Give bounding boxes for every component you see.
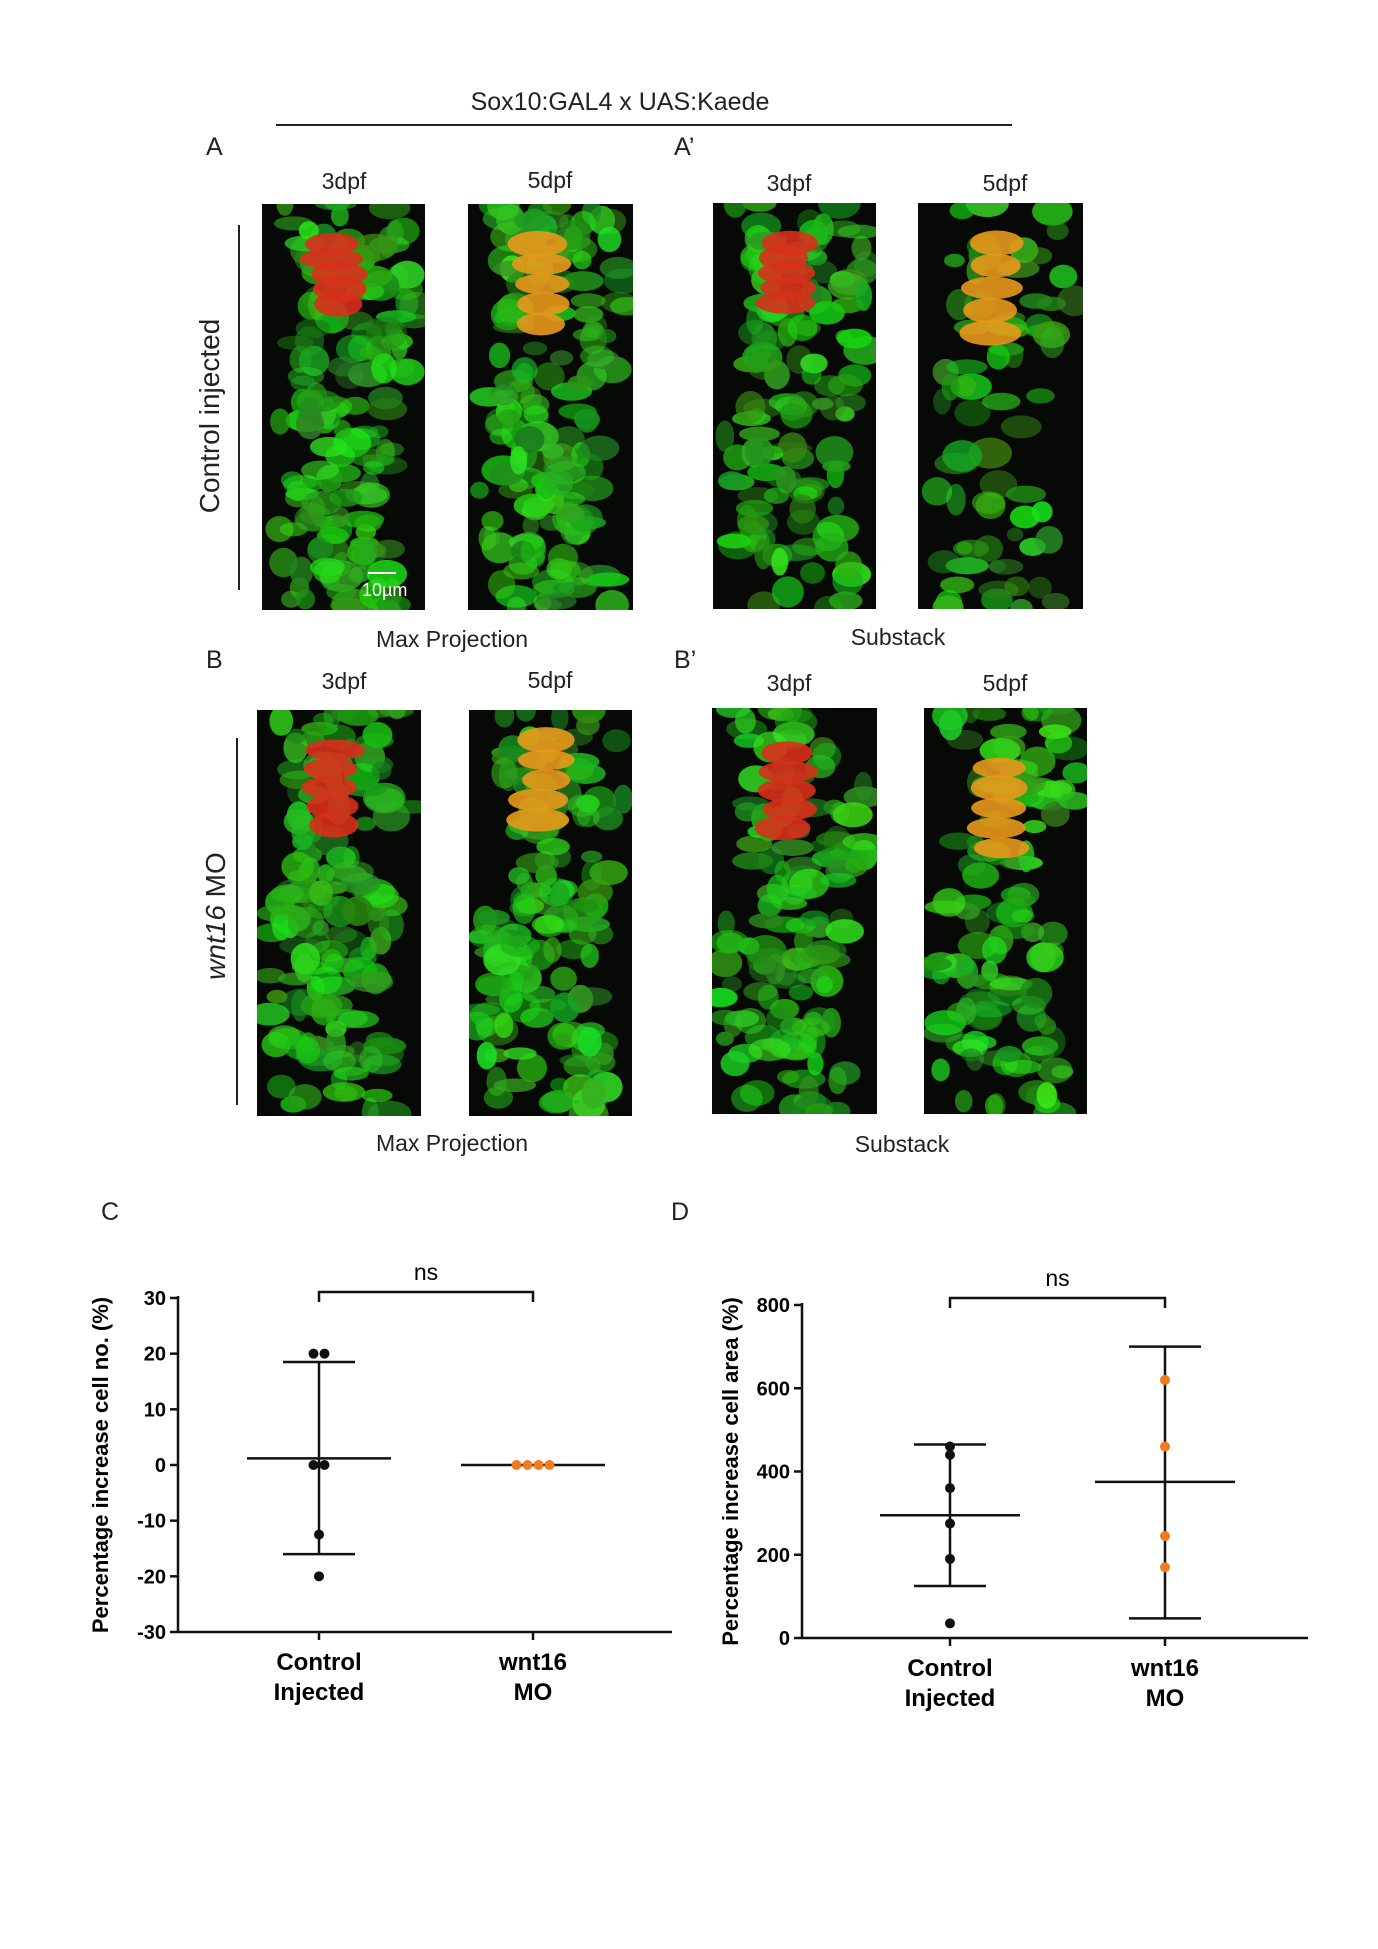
y-tick-label: 800 [757, 1295, 790, 1317]
data-point [319, 1460, 330, 1470]
micrograph-image [262, 204, 425, 610]
micrograph-mo-max-3dpf [257, 710, 421, 1116]
micrograph-image [712, 708, 877, 1114]
panel-label-d: D [671, 1198, 690, 1226]
panel-label-a-prime: A’ [674, 133, 695, 161]
data-point [945, 1518, 955, 1529]
significance-label: ns [1045, 1265, 1069, 1291]
mo-row-bracket [236, 738, 238, 1105]
x-tick-label: Control [276, 1649, 361, 1676]
significance-label: ns [414, 1259, 438, 1285]
data-point [308, 1460, 319, 1470]
data-point [1160, 1374, 1170, 1385]
y-axis-label: Percentage increase cell area (%) [718, 1297, 743, 1646]
micrograph-control-sub-3dpf [713, 203, 876, 609]
stage-label-a-3dpf: 3dpf [321, 168, 367, 194]
stage-label-a-prime-5dpf: 5dpf [982, 170, 1028, 196]
row-label-mo: wnt16 MO [200, 852, 231, 980]
data-point [314, 1529, 324, 1540]
micrograph-image [918, 203, 1083, 609]
data-point [945, 1441, 955, 1452]
data-point [945, 1553, 955, 1564]
micrograph-control-max-3dpf [262, 204, 425, 610]
x-tick-label: MO [514, 1679, 553, 1706]
row-label-control: Control injected [194, 318, 225, 514]
caption-substack-a: Substack [850, 624, 946, 650]
y-tick-label: 400 [757, 1462, 790, 1484]
micrograph-image [713, 203, 876, 609]
chart-cell-number: Percentage increase cell no. (%) 30 20 10 0 -… [88, 1259, 672, 1706]
y-tick-label: 600 [757, 1378, 790, 1400]
data-point [319, 1348, 330, 1359]
x-tick-label: MO [1146, 1685, 1185, 1712]
micrograph-image [468, 204, 633, 610]
significance-bracket [948, 1296, 1167, 1308]
x-tick-label: Control [907, 1655, 992, 1682]
chart-cell-area: Percentage increase cell area (%) 800 600 4… [718, 1265, 1308, 1712]
y-tick-label: -10 [137, 1511, 166, 1533]
data-point [1160, 1562, 1170, 1573]
figure-title: Sox10:GAL4 x UAS:Kaede [470, 88, 770, 116]
x-tick-label: wnt16 [1130, 1655, 1199, 1682]
x-tick-label: Injected [905, 1685, 996, 1712]
y-axis-label: Percentage increase cell no. (%) [88, 1297, 113, 1633]
y-tick-label: 30 [144, 1288, 166, 1310]
y-tick-label: -20 [137, 1566, 166, 1588]
data-point [522, 1460, 533, 1470]
stage-label-b-5dpf: 5dpf [527, 667, 573, 693]
x-tick-label: wnt16 [498, 1649, 567, 1676]
y-tick-label: 0 [779, 1628, 790, 1650]
y-tick-label: -30 [137, 1622, 166, 1644]
title-underline [276, 124, 1012, 126]
micrograph-mo-max-5dpf [469, 710, 632, 1116]
data-point [511, 1460, 522, 1470]
micrograph-image [257, 710, 421, 1116]
data-point [945, 1483, 955, 1494]
x-tick-label: Injected [274, 1679, 365, 1706]
micrograph-image [469, 710, 632, 1116]
panel-label-b: B [206, 646, 223, 674]
data-point [314, 1571, 324, 1582]
y-tick-label: 200 [757, 1545, 790, 1567]
y-tick-label: 20 [144, 1344, 166, 1366]
y-tick-label: 0 [155, 1455, 166, 1477]
stage-label-b-3dpf: 3dpf [321, 668, 367, 694]
data-point [945, 1618, 955, 1629]
panel-label-a: A [206, 133, 223, 161]
stage-label-b-prime-5dpf: 5dpf [982, 670, 1028, 696]
stage-label-b-prime-3dpf: 3dpf [766, 670, 812, 696]
data-point [1160, 1441, 1170, 1452]
stage-label-a-5dpf: 5dpf [527, 167, 573, 193]
caption-substack-b: Substack [854, 1131, 950, 1157]
scale-bar-label: 10µm [362, 580, 408, 600]
data-point [533, 1460, 544, 1470]
data-point [544, 1460, 555, 1470]
data-point [945, 1449, 955, 1460]
data-point [1160, 1531, 1170, 1542]
stage-label-a-prime-3dpf: 3dpf [766, 170, 812, 196]
micrograph-control-max-5dpf [468, 204, 633, 610]
caption-max-projection-b: Max Projection [375, 1130, 529, 1156]
micrograph-mo-sub-5dpf [924, 708, 1087, 1114]
y-tick-label: 10 [144, 1399, 166, 1421]
micrograph-control-sub-5dpf [918, 203, 1083, 609]
panel-label-b-prime: B’ [674, 646, 697, 674]
panel-label-c: C [101, 1198, 120, 1226]
significance-bracket [317, 1290, 535, 1302]
scale-bar [368, 572, 396, 574]
data-point [308, 1348, 319, 1359]
micrograph-mo-sub-3dpf [712, 708, 877, 1114]
control-row-bracket [238, 225, 240, 590]
caption-max-projection-a: Max Projection [375, 626, 529, 652]
micrograph-image [924, 708, 1087, 1114]
